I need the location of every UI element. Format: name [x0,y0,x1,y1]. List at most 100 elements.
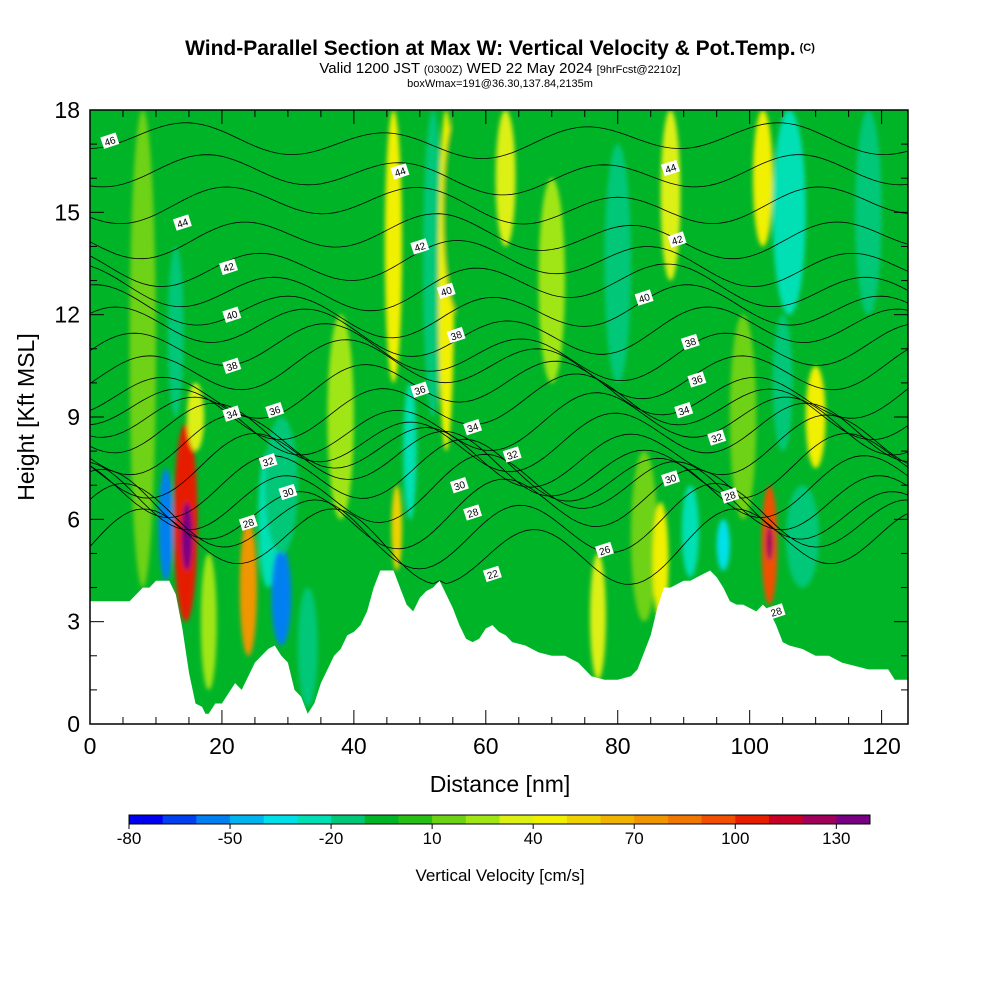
contour-label: 34 [463,419,483,436]
velocity-column [271,546,292,646]
y-tick-label: 12 [54,302,80,328]
contour-label-text: 38 [450,329,464,343]
contour-label-text: 28 [770,606,784,620]
theta-contour-line [90,402,908,473]
contour-label-bg [674,402,694,419]
contour-label: 28 [766,603,786,620]
colorbar-swatch [836,815,871,824]
contour-label-bg [222,306,242,323]
contour-label-bg [687,371,707,388]
contour-label: 46 [100,132,120,149]
x-axis-label: Distance [nm] [430,771,571,797]
y-tick-label: 3 [67,609,80,635]
colorbar-tick-label: 10 [423,829,442,848]
contour-label-text: 28 [242,517,256,531]
contour-label-bg [707,429,727,446]
contour-label: 38 [222,357,242,374]
theta-contour-line [90,186,908,225]
contour-label-bg [766,603,786,620]
x-tick-label: 120 [862,733,900,759]
colorbar: -80 -50 -20 10 40 70 100 130 [117,814,871,848]
velocity-column [729,314,757,520]
colorbar-swatch [297,815,332,824]
contour-label-text: 32 [506,449,520,463]
velocity-column [495,110,516,247]
velocity-column [681,485,699,578]
contour-label: 44 [172,214,192,231]
contour-label: 28 [463,504,483,521]
colorbar-swatch [196,815,231,824]
velocity-column [297,587,318,707]
colorbar-frame [128,814,871,825]
contour-label-bg [238,514,258,531]
contour-label-bg [258,453,278,470]
velocity-column [772,314,793,452]
theta-contour-line [90,482,908,570]
theta-contour-line [90,122,908,160]
x-tick-label: 40 [341,733,367,759]
x-tick-label: 60 [473,733,499,759]
contour-label-text: 42 [222,261,236,275]
contour-label: 44 [661,159,680,176]
velocity-column [855,110,882,315]
colorbar-swatch [735,815,770,824]
contour-label: 36 [265,402,285,419]
contour-label: 26 [595,541,614,558]
colorbar-swatch [465,815,500,824]
contour-label-bg [449,477,469,494]
contour-label-bg [265,402,285,419]
theta-contour-line [90,263,908,312]
contour-label-text: 44 [176,217,190,231]
contour-label: 44 [390,163,410,180]
velocity-column [158,468,174,581]
y-axis-label: Height [Kft MSL] [13,333,39,500]
colorbar-swatch [768,815,804,824]
valid-date: WED 22 May 2024 [466,60,593,77]
colorbar-swatch [432,815,467,824]
theta-contour-line [90,306,908,357]
colorbar-swatch [129,815,164,824]
theta-contour-line [90,508,908,585]
contour-label-bg [222,405,242,422]
contour-label-bg [172,214,192,231]
contour-label-text: 44 [393,166,407,180]
theta-contour-line [90,213,908,260]
chart-title: Wind-Parallel Section at Max W: Vertical… [0,36,1000,61]
velocity-column [391,485,403,571]
velocity-column [766,526,773,561]
contour-label-text: 34 [677,405,691,419]
velocity-column [239,519,257,656]
chart-title-text: Wind-Parallel Section at Max W: Vertical… [185,37,796,60]
colorbar-tick-label: 40 [524,829,543,848]
contour-label-bg [410,238,430,255]
contour-label-text: 28 [723,490,737,504]
theta-contour-line [90,339,908,400]
colorbar-tick-label: 130 [822,829,850,848]
theta-contour-line [90,360,908,419]
contour-label: 38 [680,333,700,351]
contour-label-text: 28 [466,507,480,521]
contour-label-text: 30 [281,486,295,500]
contour-label-text: 40 [440,285,454,299]
contour-label: 42 [410,238,430,255]
forecast-info: [9hrFcst@2210z] [596,64,681,76]
contour-label-text: 40 [225,309,239,323]
colorbar-tick-label: -80 [117,829,142,848]
velocity-column [772,110,806,315]
terrain-fill [90,570,908,724]
contour-label: 22 [482,565,502,582]
contour-label: 40 [436,282,456,299]
contour-label: 36 [410,381,430,398]
colorbar-swatch [263,815,298,824]
velocity-column [785,485,819,588]
contour-label: 42 [219,258,238,275]
contour-label-bg [680,333,700,351]
contour-label: 40 [634,289,654,306]
velocity-column [129,110,156,588]
colorbar-swatch [802,815,837,824]
velocity-column [538,178,565,383]
contour-label: 36 [687,371,707,388]
contour-label-bg [661,470,680,487]
